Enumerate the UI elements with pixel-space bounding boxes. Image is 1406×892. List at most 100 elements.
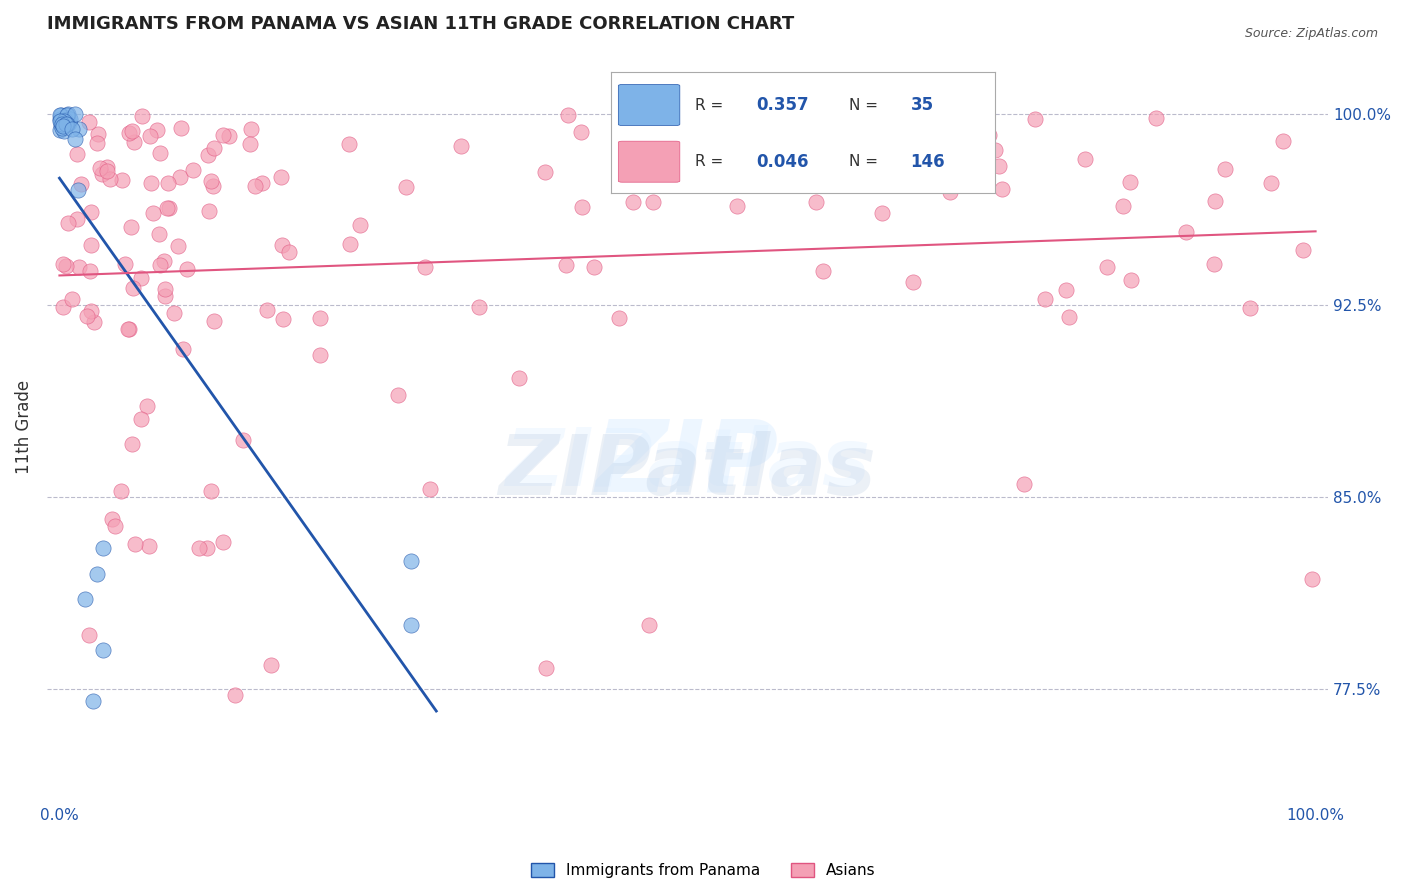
Point bbox=[582, 260, 605, 274]
Point bbox=[58, 116, 80, 130]
Point bbox=[508, 371, 530, 385]
Point bbox=[67, 183, 90, 197]
Point bbox=[142, 206, 165, 220]
Point bbox=[250, 176, 273, 190]
Point bbox=[63, 132, 86, 146]
Point bbox=[1024, 112, 1046, 127]
Point bbox=[52, 112, 75, 127]
Point bbox=[170, 121, 193, 136]
Point bbox=[1074, 152, 1097, 166]
Point bbox=[218, 128, 240, 143]
Point bbox=[131, 109, 153, 123]
Point bbox=[80, 204, 103, 219]
Point bbox=[1292, 243, 1315, 257]
Point bbox=[557, 108, 579, 122]
Point bbox=[569, 125, 592, 139]
Point bbox=[1215, 161, 1237, 176]
Point bbox=[70, 177, 93, 191]
Point bbox=[80, 238, 103, 252]
Y-axis label: 11th Grade: 11th Grade bbox=[15, 380, 32, 474]
Point bbox=[990, 181, 1012, 195]
Point bbox=[1012, 477, 1035, 491]
Point bbox=[52, 257, 75, 271]
Point bbox=[131, 270, 153, 285]
Point bbox=[60, 122, 83, 136]
Point bbox=[56, 112, 79, 126]
Point bbox=[200, 173, 222, 187]
Point bbox=[82, 694, 104, 708]
Point bbox=[49, 114, 72, 128]
Point bbox=[201, 178, 224, 193]
Point bbox=[277, 244, 299, 259]
Point bbox=[399, 617, 422, 632]
Point bbox=[271, 311, 294, 326]
Point bbox=[637, 617, 659, 632]
Point bbox=[56, 108, 79, 122]
Point bbox=[51, 117, 73, 131]
Point bbox=[571, 200, 593, 214]
Point bbox=[87, 127, 110, 141]
Point bbox=[169, 170, 191, 185]
Point bbox=[93, 643, 115, 657]
Point bbox=[399, 554, 422, 568]
Point bbox=[202, 313, 225, 327]
Point bbox=[1054, 284, 1077, 298]
Point bbox=[939, 185, 962, 199]
Point bbox=[534, 661, 557, 675]
Point bbox=[146, 123, 169, 137]
Point bbox=[48, 108, 70, 122]
Point bbox=[172, 342, 194, 356]
Point bbox=[212, 535, 235, 549]
Point bbox=[79, 264, 101, 278]
Point bbox=[181, 162, 204, 177]
Point bbox=[1112, 198, 1135, 212]
Point bbox=[122, 135, 145, 149]
Point bbox=[149, 258, 172, 272]
Point bbox=[104, 519, 127, 533]
Point bbox=[450, 139, 472, 153]
Point bbox=[66, 211, 89, 226]
Point bbox=[49, 114, 72, 128]
Point bbox=[195, 541, 218, 556]
Point bbox=[239, 122, 262, 136]
Point bbox=[98, 172, 121, 186]
Point bbox=[387, 388, 409, 402]
Point bbox=[1144, 111, 1167, 125]
Point bbox=[197, 148, 219, 162]
Point bbox=[413, 260, 436, 274]
Point bbox=[988, 159, 1011, 173]
Point bbox=[212, 128, 235, 142]
Point bbox=[1097, 260, 1119, 275]
Point bbox=[1119, 273, 1142, 287]
Point bbox=[67, 260, 90, 274]
Point bbox=[63, 107, 86, 121]
Point bbox=[96, 164, 118, 178]
Point bbox=[52, 123, 75, 137]
Point bbox=[270, 169, 292, 184]
Point bbox=[89, 161, 111, 175]
Point bbox=[725, 199, 748, 213]
Point bbox=[77, 628, 100, 642]
Point bbox=[901, 276, 924, 290]
Point bbox=[65, 147, 87, 161]
Point bbox=[56, 117, 79, 131]
Point bbox=[1059, 310, 1081, 325]
Point bbox=[153, 254, 176, 268]
Legend: Immigrants from Panama, Asians: Immigrants from Panama, Asians bbox=[524, 857, 882, 884]
Point bbox=[122, 281, 145, 295]
Point bbox=[941, 137, 963, 152]
Point bbox=[973, 177, 995, 191]
Point bbox=[308, 348, 330, 362]
Text: ZIP: ZIP bbox=[596, 416, 779, 513]
Point bbox=[224, 689, 246, 703]
Point bbox=[73, 592, 96, 607]
Point bbox=[804, 195, 827, 210]
Point bbox=[121, 124, 143, 138]
Point bbox=[58, 216, 80, 230]
Point bbox=[55, 260, 77, 274]
Point bbox=[395, 180, 418, 194]
Point bbox=[339, 237, 361, 252]
Point bbox=[616, 107, 638, 121]
Point bbox=[813, 264, 835, 278]
Point bbox=[131, 412, 153, 426]
